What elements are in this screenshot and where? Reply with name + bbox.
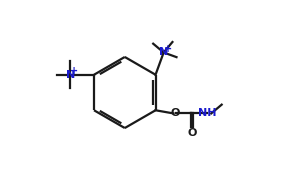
Text: NH: NH xyxy=(198,108,217,118)
Text: +: + xyxy=(70,66,78,76)
Text: +: + xyxy=(164,44,172,54)
Text: O: O xyxy=(187,128,197,138)
Text: N: N xyxy=(159,48,168,58)
Text: O: O xyxy=(170,108,180,118)
Text: N: N xyxy=(66,70,75,80)
